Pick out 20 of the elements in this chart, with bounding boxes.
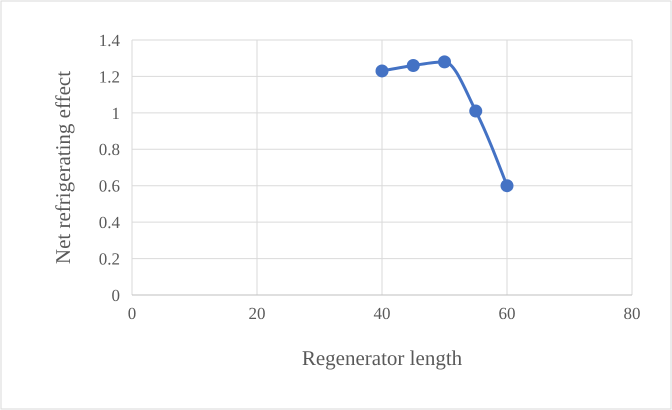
x-tick-label: 40 [374,304,390,323]
y-axis-title: Net refrigerating effect [51,70,75,264]
point [469,104,482,118]
y-tick-label: 0.2 [98,250,120,269]
y-tick-label: 0.6 [98,176,120,196]
y-tick-label: 1.4 [98,30,120,50]
point [406,59,420,72]
y-tick-label: 1.2 [98,67,120,86]
x-tick-label: 0 [128,304,136,323]
y-tick-label: 0.4 [98,213,120,232]
x-axis-title: Regenerator length [302,346,463,370]
y-tick-label: 0 [112,286,120,305]
x-tick-label: 80 [624,304,640,323]
point [500,179,514,192]
y-tick-label: 0.8 [98,140,120,160]
x-tick-label: 20 [248,304,266,323]
point [376,64,388,78]
point [438,55,451,68]
x-tick-label: 60 [498,304,516,323]
y-tick-label: 1 [112,104,120,123]
